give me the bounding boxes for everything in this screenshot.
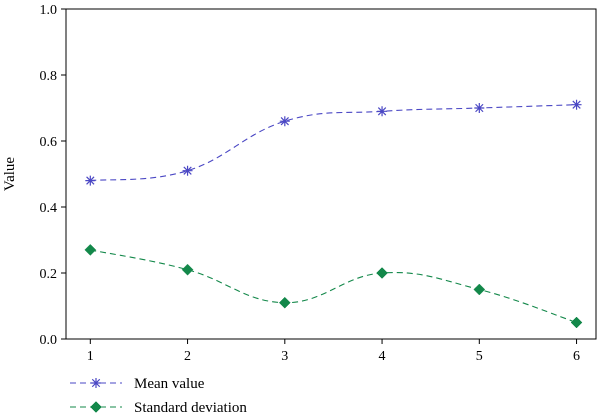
x-tick-label: 1 <box>87 349 94 364</box>
legend-label: Mean value <box>134 376 205 392</box>
marker-stroke <box>474 103 485 113</box>
y-axis-title: Value <box>2 157 18 191</box>
data-point <box>278 296 291 309</box>
plot-border <box>65 8 597 340</box>
legend-marker <box>91 378 101 388</box>
y-axis: 0.0 0.2 0.4 0.6 0.8 1.0 <box>40 3 66 348</box>
data-point <box>279 116 290 127</box>
series-group <box>84 99 583 329</box>
data-point <box>84 244 97 256</box>
legend-item-mean-value: Mean value <box>70 376 205 392</box>
y-tick-label: 0.2 <box>40 267 58 282</box>
data-point <box>181 263 194 276</box>
marker-stroke <box>85 175 96 186</box>
series-line <box>90 104 577 182</box>
series-standard-deviation <box>84 244 583 329</box>
plot-frame <box>65 8 597 340</box>
series-line <box>90 249 577 324</box>
data-point <box>182 165 193 176</box>
legend-label: Standard deviation <box>134 400 247 416</box>
x-tick-label: 4 <box>379 349 386 364</box>
x-axis: 1 2 3 4 5 6 <box>87 339 580 364</box>
legend-item-standard-deviation: Standard deviation <box>70 400 247 416</box>
y-tick-label: 0.4 <box>40 201 58 216</box>
data-point <box>570 316 583 329</box>
legend: Mean value Standard deviation <box>70 376 247 416</box>
data-point <box>377 106 388 117</box>
marker-stroke <box>377 106 388 117</box>
series-mean-value <box>85 99 582 186</box>
x-tick-label: 3 <box>281 349 288 364</box>
x-tick-label: 2 <box>184 349 191 364</box>
data-point <box>85 175 96 186</box>
marker-stroke <box>182 165 193 176</box>
marker-stroke <box>91 378 101 388</box>
y-tick-label: 0.6 <box>40 135 58 150</box>
y-tick-label: 1.0 <box>40 3 58 18</box>
x-tick-label: 5 <box>476 349 483 364</box>
data-point <box>473 283 486 296</box>
marker-stroke <box>279 116 290 127</box>
y-tick-label: 0.8 <box>40 69 58 84</box>
legend-marker <box>90 401 102 413</box>
data-point <box>474 103 485 113</box>
x-tick-label: 6 <box>573 349 580 364</box>
data-point <box>571 99 582 110</box>
y-tick-label: 0.0 <box>40 333 58 348</box>
data-point <box>376 267 388 279</box>
marker-stroke <box>571 99 582 110</box>
